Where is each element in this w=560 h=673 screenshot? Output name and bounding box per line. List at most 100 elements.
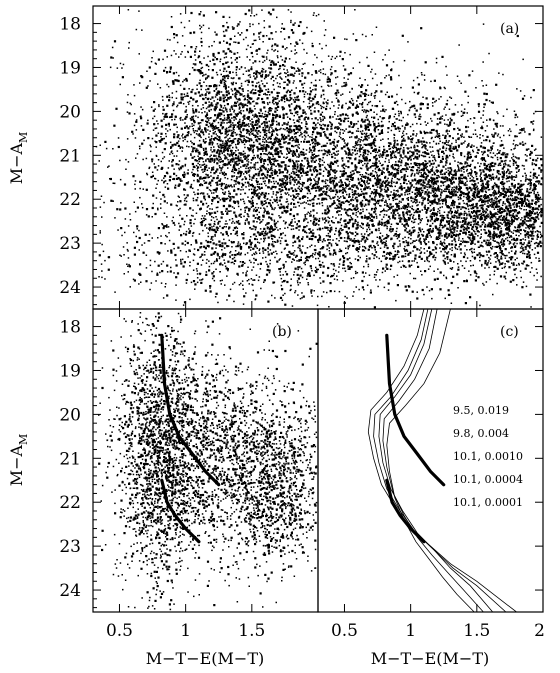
panel-a-point: [215, 191, 217, 193]
panel-a-point: [337, 101, 339, 103]
panel-a-point: [369, 174, 372, 176]
panel-a-point: [208, 223, 210, 225]
panel-a-point: [253, 134, 255, 136]
panel-a-point: [265, 121, 268, 124]
panel-a-point: [361, 249, 365, 252]
panel-a-point: [217, 227, 220, 229]
panel-a-point: [222, 166, 224, 168]
panel-a-point: [184, 165, 186, 167]
panel-a-point: [344, 38, 346, 40]
panel-a-point: [162, 112, 164, 115]
panel-a-point: [351, 176, 354, 180]
panel-a-point: [268, 67, 270, 69]
panel-a-point: [254, 136, 256, 138]
panel-a-point: [200, 192, 203, 194]
panel-a-point: [199, 94, 202, 97]
panel-a-point: [166, 71, 169, 74]
panel-a-point: [308, 140, 310, 143]
panel-a-point: [270, 32, 273, 35]
panel-a-point: [145, 157, 148, 160]
panel-a-point: [415, 239, 418, 241]
panel-a-point: [205, 181, 208, 184]
panel-a-point: [432, 150, 434, 152]
panel-a-point: [248, 185, 250, 187]
panel-a-point: [207, 129, 209, 131]
panel-a-point: [363, 120, 366, 123]
panel-a-point: [191, 171, 193, 174]
panel-a-point: [377, 244, 379, 246]
panel-a-point: [274, 150, 276, 153]
panel-a-point: [274, 97, 277, 100]
panel-a-point: [148, 233, 151, 236]
panel-a-point: [283, 156, 285, 158]
panel-a-point: [303, 48, 305, 51]
panel-a-point: [232, 124, 234, 127]
panel-a-point: [255, 194, 258, 197]
panel-a-point: [336, 243, 339, 246]
panel-a-point: [356, 104, 358, 106]
panel-a-point: [528, 133, 531, 136]
panel-a-point: [312, 141, 314, 144]
panel-a-point: [360, 215, 363, 219]
panel-a-point: [302, 245, 304, 247]
panel-a-point: [250, 184, 253, 187]
panel-a-point: [151, 137, 154, 140]
panel-a-point: [322, 175, 325, 177]
panel-a-point: [123, 183, 127, 186]
panel-a-point: [376, 151, 379, 154]
panel-a-point: [246, 132, 248, 134]
panel-a-point: [208, 160, 210, 163]
panel-a-point: [217, 222, 220, 225]
panel-a-point: [218, 179, 221, 182]
panel-a-point: [239, 213, 241, 216]
panel-a-point: [335, 118, 338, 120]
panel-a-point: [112, 148, 114, 150]
panel-a-point: [197, 204, 199, 207]
panel-a-point: [269, 63, 273, 66]
panel-a-point: [264, 123, 266, 125]
panel-a-point: [175, 163, 178, 166]
panel-a-point: [293, 152, 296, 155]
panel-a-point: [233, 164, 236, 167]
panel-a-point: [246, 117, 248, 119]
panel-a-point: [229, 137, 231, 140]
panel-a-point: [224, 80, 227, 83]
panel-a-point: [247, 102, 249, 104]
panel-a-point: [264, 234, 266, 237]
panel-a-point: [254, 114, 257, 117]
panel-a-point: [274, 117, 277, 119]
panel-a-point: [219, 156, 222, 159]
panel-a-point: [519, 233, 522, 235]
panel-a-point: [285, 136, 288, 139]
panel-a-point: [225, 267, 228, 270]
panel-a-point: [301, 185, 304, 187]
panel-a-point: [374, 139, 377, 142]
panel-a-point: [259, 196, 261, 198]
panel-a-point: [235, 69, 238, 71]
panel-a-point: [237, 157, 240, 160]
panel-a-point: [245, 167, 247, 170]
panel-a-point: [234, 154, 238, 157]
panel-a-point: [268, 151, 271, 154]
panel-a-point: [471, 144, 473, 146]
panel-a-point: [233, 111, 235, 113]
panel-a-point: [338, 203, 340, 205]
panel-a-point: [365, 143, 368, 146]
panel-a-point: [304, 171, 308, 174]
panel-a-point: [305, 140, 309, 143]
panel-a-point: [380, 82, 383, 85]
panel-a-point: [203, 219, 205, 222]
panel-a-point: [223, 192, 226, 195]
panel-a-point: [296, 70, 298, 72]
panel-a-point: [265, 125, 267, 127]
panel-a-point: [225, 119, 228, 121]
panel-a-point: [227, 121, 230, 123]
panel-a-point: [406, 162, 409, 166]
panel-a-point: [210, 125, 212, 128]
panel-a-point: [222, 142, 224, 144]
panel-a-point: [230, 82, 233, 84]
panel-a-point: [465, 280, 468, 283]
panel-a-point: [294, 290, 297, 292]
panel-a-point: [490, 101, 493, 104]
